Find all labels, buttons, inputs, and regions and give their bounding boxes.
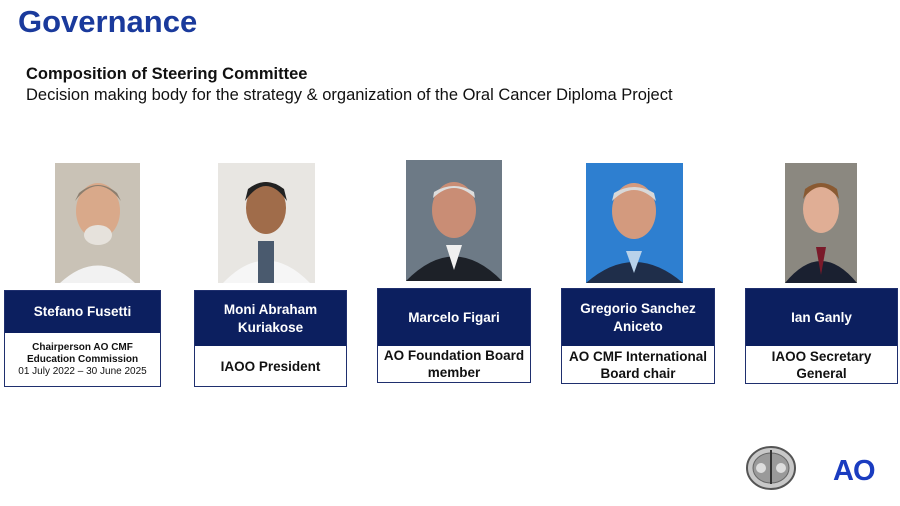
member-role: IAOO President [220,358,321,374]
iaoo-seal-logo [745,444,797,492]
member-card: Stefano Fusetti Chairperson AO CMF Educa… [4,290,161,387]
member-term: 01 July 2022 – 30 June 2025 [18,365,147,377]
ao-logo: AO [833,455,875,487]
member-photo-1 [55,163,140,283]
member-role: AO Foundation Board member [383,348,525,380]
member-name: Moni Abraham Kuriakose [195,291,346,346]
member-name: Marcelo Figari [378,289,530,346]
slide-title: Governance [18,4,198,39]
member-role: Chairperson AO CMF Education Commission … [5,333,160,386]
member-photo-5 [785,163,857,283]
slide-description: Decision making body for the strategy & … [26,86,673,104]
member-card: Gregorio Sanchez Aniceto AO CMF Internat… [561,288,715,384]
member-role: AO CMF International Board chair [569,348,707,381]
member-name: Stefano Fusetti [5,291,160,333]
slide-subtitle: Composition of Steering Committee [26,65,308,83]
member-photo-2 [218,163,315,283]
member-photo-3 [406,160,502,281]
member-role-text: Chairperson AO CMF Education Commission [26,341,139,365]
member-name: Gregorio Sanchez Aniceto [562,289,714,346]
member-card: Marcelo Figari AO Foundation Board membe… [377,288,531,383]
member-name: Ian Ganly [746,289,897,346]
member-card: Ian Ganly IAOO Secretary General [745,288,898,384]
member-photo-4 [586,163,683,283]
member-role: IAOO Secretary General [771,348,872,381]
member-card: Moni Abraham Kuriakose IAOO President [194,290,347,387]
